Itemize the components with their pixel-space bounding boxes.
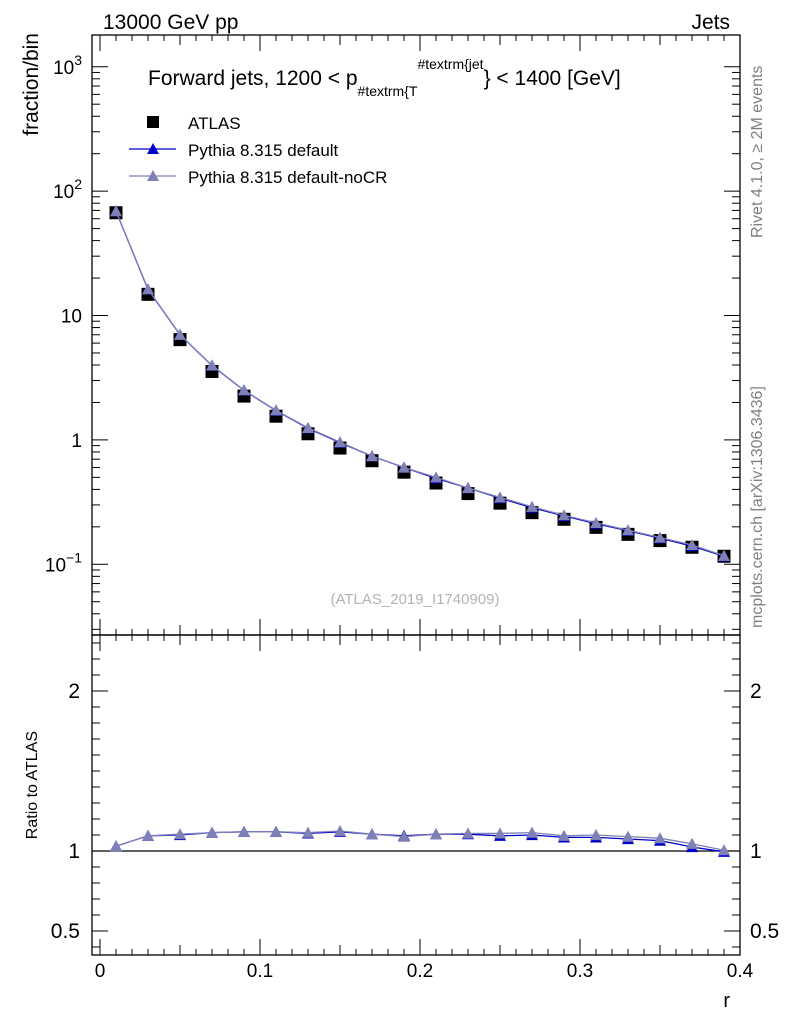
title-sup: #textrm{jet: [417, 56, 483, 72]
legend: ATLAS Pythia 8.315 default Pythia 8.315 …: [129, 114, 387, 187]
legend-nocr-marker: [147, 170, 159, 181]
nocr-data-point: [430, 471, 442, 483]
ratio-nocr-point: [494, 827, 506, 839]
nocr-data-point: [622, 524, 634, 536]
ratio-nocr-point: [462, 827, 474, 839]
analysis-watermark: (ATLAS_2019_I1740909): [330, 591, 499, 608]
ratio-nocr-line: [115, 830, 725, 851]
ratio-nocr-point: [430, 828, 442, 840]
ratio-nocr-point: [142, 829, 154, 841]
header-right: Jets: [691, 11, 730, 34]
ratio-nocr-point: [206, 826, 218, 838]
nocr-data-point: [654, 531, 666, 543]
main-plot-marks: [109, 205, 731, 563]
main-ylabel: fraction/bin: [20, 33, 43, 136]
ratio-nocr-point: [398, 830, 410, 842]
nocr-data-point: [110, 205, 122, 217]
ratio-ylabel: Ratio to ATLAS: [24, 731, 41, 839]
legend-atlas-label: ATLAS: [188, 114, 241, 133]
nocr-data-point: [718, 549, 730, 561]
legend-nocr-label: Pythia 8.315 default-noCR: [188, 168, 387, 187]
ratio-y-tick-label-right: 1: [750, 840, 762, 863]
ratio-plot-marks: [92, 825, 740, 857]
title-pre: Forward jets, 1200 < p: [148, 67, 358, 90]
legend-atlas-marker: [147, 116, 159, 128]
nocr-data-point: [686, 538, 698, 551]
ratio-nocr-point: [686, 837, 698, 849]
ratio-plot-frame: [91, 634, 741, 956]
ratio-nocr-point: [366, 828, 378, 840]
ratio-y-tick-label: 2: [68, 680, 80, 703]
ratio-nocr-point: [110, 840, 122, 852]
nocr-data-point: [270, 404, 282, 416]
nocr-data-point: [590, 516, 602, 529]
nocr-data-point: [334, 436, 346, 448]
nocr-data-point: [398, 461, 410, 473]
nocr-data-point: [526, 500, 538, 512]
nocr-data-point: [366, 450, 378, 462]
x-tick-label: 0.2: [407, 961, 433, 982]
x-tick-label: 0.3: [567, 961, 593, 982]
x-axis-label: r: [723, 990, 730, 1012]
nocr-data-point: [558, 509, 570, 521]
nocr-data-point: [302, 421, 314, 433]
ratio-nocr-point: [590, 829, 602, 841]
ratio-nocr-point: [270, 825, 282, 837]
chart-title: Forward jets, 1200 < p#textrm{T #textrm{j…: [148, 56, 621, 99]
default-series-line: [115, 210, 725, 557]
ratio-nocr-point: [622, 830, 634, 842]
ratio-nocr-point: [654, 832, 666, 844]
x-tick-label: 0: [95, 961, 106, 982]
title-post: } < 1400 [GeV]: [484, 67, 621, 90]
ratio-nocr-point: [238, 825, 250, 837]
nocr-data-point: [238, 384, 250, 396]
y-tick-label: 10−1: [45, 549, 82, 576]
nocr-data-point: [494, 491, 506, 503]
ratio-y-tick-label: 0.5: [51, 920, 80, 943]
ratio-nocr-point: [526, 826, 538, 838]
ratio-y-tick-label-right: 0.5: [750, 920, 779, 943]
rivet-version-label: Rivet 4.1.0, ≥ 2M events: [749, 66, 766, 238]
nocr-data-point: [142, 283, 154, 295]
x-tick-label: 0.4: [727, 961, 754, 982]
ratio-y-tick-label: 1: [68, 840, 80, 863]
title-sub: #textrm{T: [358, 83, 418, 99]
ratio-nocr-point: [334, 825, 346, 837]
nocr-data-point: [174, 328, 186, 340]
nocr-data-point: [206, 359, 218, 371]
y-tick-label: 103: [53, 52, 82, 79]
nocr-data-point: [462, 482, 474, 494]
legend-default-marker: [147, 143, 159, 154]
header-left: 13000 GeV pp: [103, 11, 238, 34]
ratio-y-tick-label-right: 2: [750, 680, 762, 703]
ratio-nocr-point: [718, 844, 730, 856]
x-tick-label: 0.1: [247, 961, 273, 982]
legend-default-label: Pythia 8.315 default: [188, 141, 339, 160]
y-tick-label: 102: [53, 176, 82, 203]
mcplots-label: mcplots.cern.ch [arXiv:1306.3436]: [749, 386, 766, 628]
ratio-nocr-point: [558, 829, 570, 841]
y-tick-label: 1: [71, 431, 82, 452]
ratio-nocr-point: [174, 828, 186, 840]
ratio-nocr-point: [302, 826, 314, 838]
ratio-axis-ticks: 0 0.1 0.2 0.3 0.4 0.5 0.5 1 1 2 2: [51, 635, 779, 982]
y-tick-label: 10: [61, 307, 82, 328]
nocr-series-line: [115, 210, 725, 557]
